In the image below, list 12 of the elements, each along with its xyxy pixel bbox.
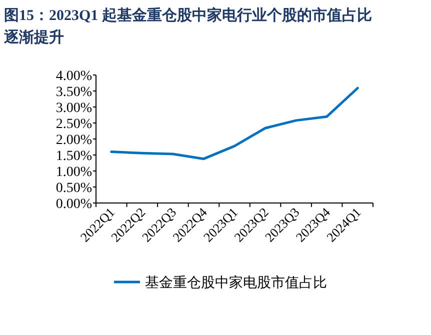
title: 图15：2023Q1 起基金重仓股中家电行业个股的市值占比逐渐提升: [4, 8, 372, 46]
y-tick-label: 2.50%: [56, 117, 92, 132]
y-tick-label: 0.50%: [56, 181, 92, 196]
y-tick-label: 1.00%: [56, 165, 92, 180]
legend-label: 基金重仓股中家电股市值占比: [145, 275, 327, 291]
y-tick-label: 0.00%: [56, 197, 92, 212]
y-tick-label: 3.00%: [56, 101, 92, 116]
y-tick-label: 4.00%: [56, 69, 92, 84]
y-tick-label: 3.50%: [56, 85, 92, 100]
y-tick-label: 2.00%: [56, 133, 92, 148]
y-tick-label: 1.50%: [56, 149, 92, 164]
line-series: [110, 86, 359, 160]
